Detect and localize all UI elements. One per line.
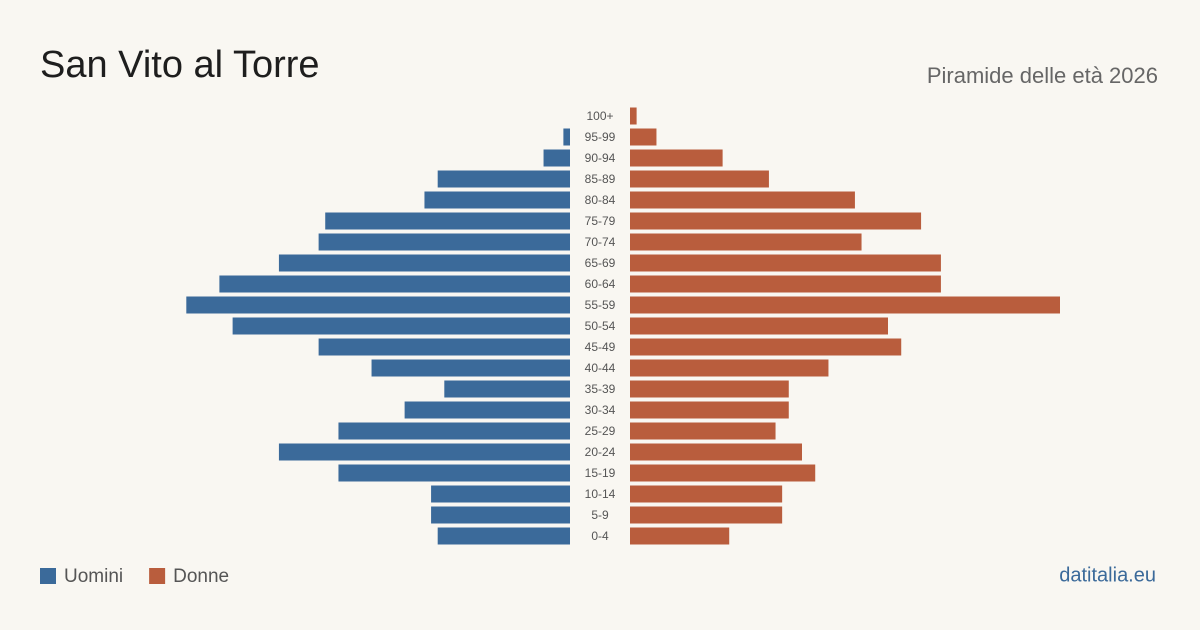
bar-female: [630, 506, 783, 524]
age-label: 90-94: [585, 151, 616, 165]
bar-male: [371, 359, 570, 377]
bar-male: [338, 464, 570, 482]
bar-female: [630, 275, 941, 293]
bar-male: [424, 191, 570, 209]
bar-female: [630, 233, 862, 251]
age-label: 70-74: [585, 235, 616, 249]
bar-male: [186, 296, 571, 314]
bar-female: [630, 128, 657, 146]
bar-male: [325, 212, 570, 230]
bar-female: [630, 464, 816, 482]
age-label: 65-69: [585, 256, 616, 270]
legend-swatch: [149, 568, 166, 584]
age-label: 60-64: [585, 277, 616, 291]
bar-male: [219, 275, 570, 293]
bar-male: [278, 254, 570, 272]
bar-female: [630, 443, 802, 461]
legend-swatch: [40, 568, 56, 584]
bar-female: [630, 191, 855, 209]
bar-female: [630, 107, 637, 125]
age-label: 75-79: [585, 214, 616, 228]
age-label: 80-84: [585, 193, 616, 207]
bar-female: [630, 212, 922, 230]
bar-female: [630, 359, 829, 377]
bar-female: [630, 254, 941, 272]
age-label: 100+: [586, 109, 613, 123]
age-label: 10-14: [585, 487, 616, 501]
age-label: 40-44: [585, 361, 616, 375]
bar-male: [444, 380, 570, 398]
bar-male: [338, 422, 570, 440]
age-label: 25-29: [585, 424, 616, 438]
age-label: 95-99: [585, 130, 616, 144]
age-label: 35-39: [585, 382, 616, 396]
bar-male: [563, 128, 570, 146]
bar-male: [431, 485, 570, 503]
bar-female: [630, 401, 789, 419]
bar-male: [437, 527, 570, 545]
chart-subtitle: Piramide delle età 2026: [927, 63, 1158, 88]
age-label: 45-49: [585, 340, 616, 354]
age-label: 15-19: [585, 466, 616, 480]
bar-female: [630, 317, 888, 335]
bar-male: [437, 170, 570, 188]
chart-title: San Vito al Torre: [40, 44, 320, 86]
legend-label: Donne: [173, 566, 229, 587]
bar-female: [630, 380, 789, 398]
bar-male: [318, 338, 570, 356]
bar-female: [630, 338, 902, 356]
bar-male: [404, 401, 570, 419]
age-label: 85-89: [585, 172, 616, 186]
age-label: 55-59: [585, 298, 616, 312]
bar-female: [630, 149, 723, 167]
age-label: 20-24: [585, 445, 616, 459]
age-label: 5-9: [591, 508, 609, 522]
bar-female: [630, 422, 776, 440]
bar-male: [278, 443, 570, 461]
source: datitalia.eu: [1059, 564, 1156, 586]
bar-male: [318, 233, 570, 251]
age-label: 30-34: [585, 403, 616, 417]
legend-label: Uomini: [64, 566, 123, 587]
age-label: 0-4: [591, 529, 609, 543]
bar-male: [232, 317, 570, 335]
age-label: 50-54: [585, 319, 616, 333]
bar-female: [630, 527, 730, 545]
bar-female: [630, 485, 783, 503]
bar-female: [630, 170, 769, 188]
bar-male: [543, 149, 570, 167]
bar-female: [630, 296, 1060, 314]
bar-male: [431, 506, 570, 524]
